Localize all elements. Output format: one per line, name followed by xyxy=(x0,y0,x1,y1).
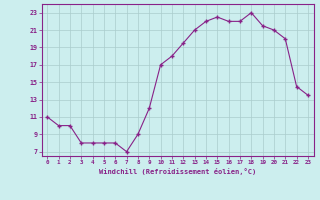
X-axis label: Windchill (Refroidissement éolien,°C): Windchill (Refroidissement éolien,°C) xyxy=(99,168,256,175)
